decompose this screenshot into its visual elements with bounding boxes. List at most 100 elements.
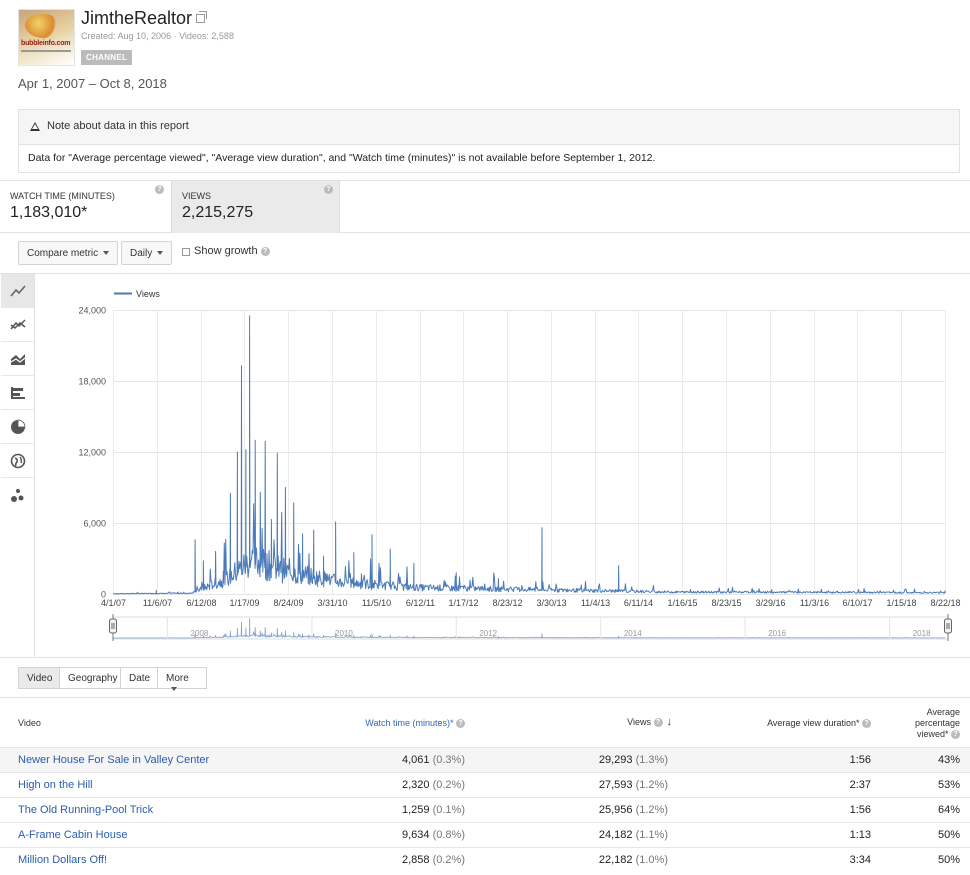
interval-dropdown[interactable]: Daily xyxy=(121,241,173,265)
channel-badge: CHANNEL xyxy=(81,50,133,65)
table-row[interactable]: High on the Hill 2,320 (0.2%) 27,593 (1.2%… xyxy=(0,772,970,797)
navigator-left-handle[interactable] xyxy=(109,614,117,641)
table-row[interactable]: A-Frame Cabin House 9,634 (0.8%) 24,182 (1… xyxy=(0,822,970,847)
avg-pct-cell: 64% xyxy=(937,804,960,816)
warning-icon xyxy=(30,122,40,131)
col-header-duration-label: Average view duration* xyxy=(767,718,860,728)
table-row[interactable]: Newer House For Sale in Valley Center 4,0… xyxy=(0,747,970,772)
show-growth-text: Show growth xyxy=(194,245,258,257)
show-growth-checkbox[interactable] xyxy=(182,248,190,256)
globe-icon[interactable] xyxy=(1,444,34,478)
tab-more-label: More xyxy=(166,673,189,684)
chart-grid xyxy=(113,310,946,595)
divider xyxy=(0,273,970,274)
watch-time-cell: 4,061 (0.3%) xyxy=(402,754,465,766)
help-icon[interactable]: ? xyxy=(155,185,164,194)
x-tick-label: 11/4/13 xyxy=(581,598,610,608)
chart-type-sidebar xyxy=(0,274,35,657)
navigator-right-handle[interactable] xyxy=(944,614,952,641)
table-row[interactable]: The Old Running-Pool Trick 1,259 (0.1%) 25… xyxy=(0,797,970,822)
show-growth-label[interactable]: Show growth ? xyxy=(194,245,270,257)
navigator-year-label: 2012 xyxy=(479,629,497,638)
tab-geography[interactable]: Geography xyxy=(59,667,121,689)
col-header-views[interactable]: Views ? ↓ xyxy=(627,716,672,728)
col-header-video: Video xyxy=(18,718,41,728)
chevron-down-icon xyxy=(157,251,164,256)
navigator-year-label: 2016 xyxy=(768,629,786,638)
watch-time-cell: 2,320 (0.2%) xyxy=(402,779,465,791)
chart-legend[interactable]: Views xyxy=(114,289,160,299)
x-tick-label: 3/30/13 xyxy=(536,598,566,608)
navigator-year-label: 2014 xyxy=(624,629,642,638)
x-tick-label: 1/17/12 xyxy=(448,598,478,608)
date-range[interactable]: Apr 1, 2007 – Oct 8, 2018 xyxy=(18,76,167,91)
help-icon[interactable]: ? xyxy=(653,718,663,728)
avg-pct-cell: 53% xyxy=(937,779,960,791)
x-tick-label: 8/22/18 xyxy=(930,598,960,608)
x-tick-label: 6/12/08 xyxy=(186,598,216,608)
video-title-link[interactable]: A-Frame Cabin House xyxy=(18,829,128,841)
col-header-watch-label: Watch time (minutes)* xyxy=(365,718,454,728)
video-title-link[interactable]: The Old Running-Pool Trick xyxy=(18,804,154,816)
metric-label: WATCH TIME (MINUTES) xyxy=(10,191,115,201)
col-header-views-label: Views xyxy=(627,717,651,727)
views-cell: 24,182 (1.1%) xyxy=(598,829,668,841)
y-tick-label: 12,000 xyxy=(78,448,106,458)
legend-label: Views xyxy=(136,289,160,299)
bubble-chart-icon[interactable] xyxy=(1,478,34,512)
x-tick-label: 8/23/12 xyxy=(492,598,522,608)
metric-tab-views[interactable]: VIEWS 2,215,275 ? xyxy=(171,181,340,233)
avg-pct-cell: 50% xyxy=(937,854,960,866)
line-chart-icon[interactable] xyxy=(1,274,34,308)
navigator-year-label: 2008 xyxy=(190,629,208,638)
multi-line-chart-icon[interactable] xyxy=(1,308,34,342)
x-tick-label: 8/23/15 xyxy=(711,598,741,608)
pie-chart-icon[interactable] xyxy=(1,410,34,444)
metric-tab-watch-time[interactable]: WATCH TIME (MINUTES) 1,183,010* ? xyxy=(0,181,170,233)
channel-title[interactable]: JimtheRealtor xyxy=(81,8,193,28)
col-header-pct-label: Average percentage viewed* xyxy=(914,707,960,739)
video-title-link[interactable]: Newer House For Sale in Valley Center xyxy=(18,754,210,766)
help-icon[interactable]: ? xyxy=(456,719,465,729)
help-icon[interactable]: ? xyxy=(862,719,871,729)
x-tick-label: 1/16/15 xyxy=(667,598,697,608)
video-title-link[interactable]: Million Dollars Off! xyxy=(18,854,108,866)
y-tick-label: 24,000 xyxy=(78,306,106,316)
y-axis-ticks: 24,000 18,000 12,000 6,000 0 xyxy=(78,306,106,600)
tab-date[interactable]: Date xyxy=(120,667,158,689)
x-tick-label: 1/15/18 xyxy=(886,598,916,608)
compare-metric-button[interactable]: Compare metric xyxy=(18,241,119,265)
views-chart[interactable]: 24,000 18,000 12,000 6,000 0 4/1/07 11/6/07 6/… xyxy=(36,274,970,657)
note-header[interactable]: Note about data in this report xyxy=(19,110,959,145)
thumbnail-subline xyxy=(21,50,71,52)
bar-chart-icon[interactable] xyxy=(1,376,34,410)
col-header-avg-duration[interactable]: Average view duration* ? xyxy=(767,718,871,729)
video-title-link[interactable]: High on the Hill xyxy=(18,779,93,791)
divider xyxy=(0,657,970,658)
metric-value: 2,215,275 xyxy=(182,204,254,221)
note-body: Data for "Average percentage viewed", "A… xyxy=(28,152,656,164)
stacked-area-icon[interactable] xyxy=(1,342,34,376)
x-tick-label: 1/17/09 xyxy=(229,598,259,608)
channel-thumbnail[interactable]: bubbleinfo.com xyxy=(18,9,75,66)
external-link-icon[interactable] xyxy=(196,11,207,23)
avg-pct-cell: 43% xyxy=(937,754,960,766)
x-tick-label: 6/10/17 xyxy=(842,598,872,608)
table-row[interactable]: Million Dollars Off! 2,858 (0.2%) 22,182 (… xyxy=(0,847,970,872)
range-navigator[interactable]: 2008 2010 2012 2014 2016 2018 xyxy=(109,614,952,641)
x-tick-label: 3/29/16 xyxy=(755,598,785,608)
tab-more[interactable]: More xyxy=(157,667,207,692)
help-icon[interactable]: ? xyxy=(324,185,333,194)
note-title: Note about data in this report xyxy=(47,120,189,132)
tab-video[interactable]: Video xyxy=(18,667,60,689)
avg-duration-cell: 2:37 xyxy=(849,779,871,791)
x-axis-ticks: 4/1/07 11/6/07 6/12/08 1/17/09 8/24/09 3/31/1… xyxy=(101,598,961,608)
help-icon[interactable]: ? xyxy=(260,246,270,256)
col-header-watch-time[interactable]: Watch time (minutes)* ? xyxy=(365,718,465,729)
help-icon[interactable]: ? xyxy=(951,730,960,740)
col-header-avg-pct[interactable]: Average percentage viewed* ? xyxy=(896,707,960,740)
x-tick-label: 11/5/10 xyxy=(362,598,391,608)
avg-duration-cell: 1:56 xyxy=(849,804,871,816)
sort-down-icon[interactable]: ↓ xyxy=(666,716,673,728)
avg-duration-cell: 3:34 xyxy=(849,854,871,866)
